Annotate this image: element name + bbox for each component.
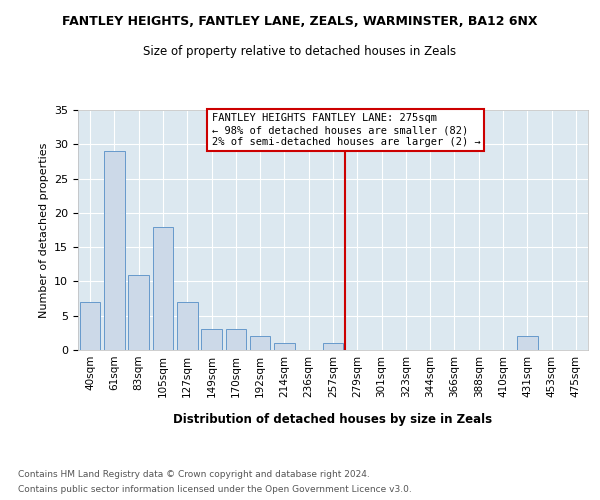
Text: Distribution of detached houses by size in Zeals: Distribution of detached houses by size …	[173, 412, 493, 426]
Y-axis label: Number of detached properties: Number of detached properties	[38, 142, 49, 318]
Text: FANTLEY HEIGHTS FANTLEY LANE: 275sqm
← 98% of detached houses are smaller (82)
2: FANTLEY HEIGHTS FANTLEY LANE: 275sqm ← 9…	[212, 114, 481, 146]
Text: FANTLEY HEIGHTS, FANTLEY LANE, ZEALS, WARMINSTER, BA12 6NX: FANTLEY HEIGHTS, FANTLEY LANE, ZEALS, WA…	[62, 15, 538, 28]
Bar	[274, 343, 295, 350]
Text: Size of property relative to detached houses in Zeals: Size of property relative to detached ho…	[143, 45, 457, 58]
Bar	[128, 274, 149, 350]
Bar	[80, 302, 100, 350]
Bar	[177, 302, 197, 350]
Bar	[250, 336, 271, 350]
Bar	[517, 336, 538, 350]
Bar	[201, 330, 222, 350]
Bar	[152, 226, 173, 350]
Text: Contains public sector information licensed under the Open Government Licence v3: Contains public sector information licen…	[18, 485, 412, 494]
Bar	[323, 343, 343, 350]
Bar	[104, 151, 125, 350]
Bar	[226, 330, 246, 350]
Text: Contains HM Land Registry data © Crown copyright and database right 2024.: Contains HM Land Registry data © Crown c…	[18, 470, 370, 479]
